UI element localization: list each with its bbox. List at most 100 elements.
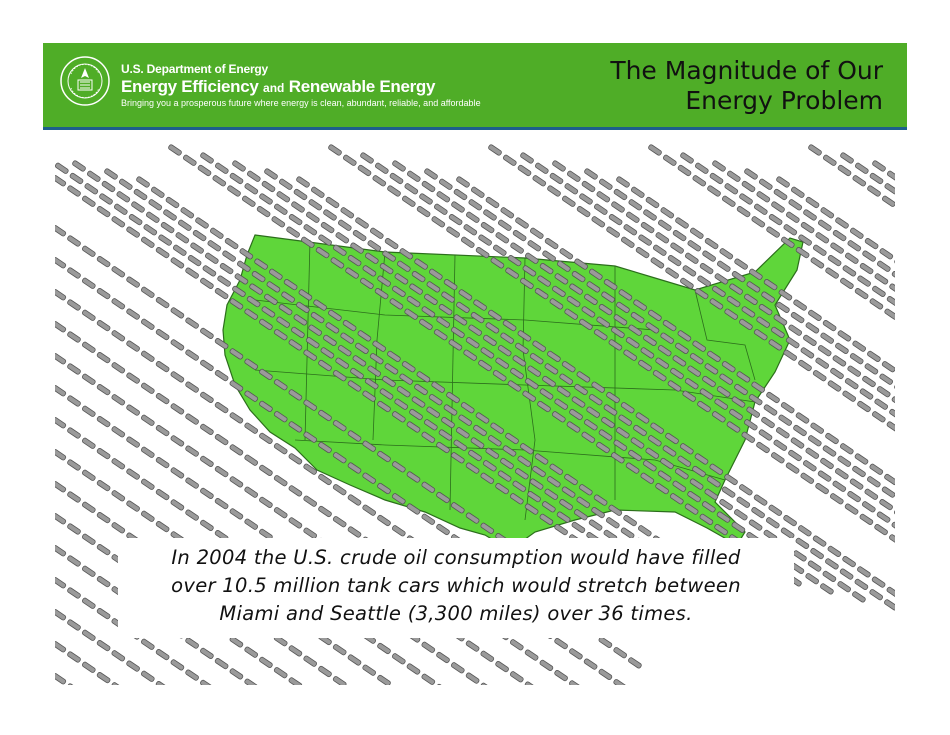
tank-car: [640, 472, 655, 484]
tank-car: [202, 265, 217, 277]
tank-car: [303, 527, 318, 539]
department-name: U.S. Department of Energy: [121, 62, 269, 76]
tank-car: [350, 242, 364, 254]
tank-car: [140, 382, 155, 394]
tank-car: [406, 663, 421, 675]
tank-car: [495, 232, 510, 244]
tank-car: [483, 334, 497, 347]
tank-car: [389, 298, 404, 310]
tank-car: [140, 350, 155, 362]
tank-car: [140, 236, 155, 248]
tank-car: [872, 160, 886, 172]
tank-car: [517, 330, 532, 342]
tank-car: [768, 504, 783, 516]
tank-car: [355, 342, 369, 355]
tank-car: [694, 453, 709, 465]
tank-car: [849, 227, 864, 239]
tank-car: [485, 196, 500, 209]
tank-car: [436, 191, 451, 203]
tank-car: [392, 160, 406, 172]
tank-car: [879, 498, 893, 511]
tank-car: [800, 472, 815, 484]
tank-car: [276, 316, 291, 328]
tank-car: [773, 439, 788, 451]
tank-car: [200, 423, 214, 436]
tank-car: [574, 383, 588, 396]
tank-car: [891, 396, 895, 408]
tank-car: [800, 221, 815, 234]
tank-car: [104, 168, 118, 180]
tank-car: [428, 268, 443, 280]
tank-car: [259, 464, 273, 477]
tank-car: [751, 381, 766, 393]
tank-car: [648, 309, 662, 322]
tank-car: [559, 248, 574, 260]
tank-car: [126, 436, 140, 448]
tank-car: [797, 525, 812, 537]
tank-car: [699, 388, 714, 400]
tank-car: [507, 380, 522, 392]
tank-car: [303, 431, 318, 443]
tank-car: [505, 267, 519, 279]
tank-car: [689, 353, 704, 365]
tank-car: [67, 299, 81, 311]
tank-car: [625, 337, 640, 349]
tank-car: [468, 199, 483, 211]
tank-car: [884, 183, 895, 195]
tank-car: [768, 213, 783, 226]
tank-car: [889, 283, 895, 295]
tank-car: [482, 460, 497, 472]
tank-car: [55, 545, 67, 557]
tank-car: [318, 473, 332, 486]
tank-car: [650, 257, 665, 269]
tank-car: [583, 419, 598, 431]
tank-car: [288, 453, 303, 465]
tank-car: [859, 388, 874, 400]
tank-car: [293, 188, 308, 201]
tank-car: [766, 391, 780, 404]
tank-car: [694, 162, 709, 174]
tank-car: [360, 152, 374, 164]
tank-car: [778, 414, 793, 426]
tank-car: [561, 195, 576, 207]
tank-car: [377, 275, 391, 287]
tank-car: [163, 209, 177, 221]
tank-car: [126, 660, 140, 672]
tank-car: [192, 229, 207, 242]
tank-car: [340, 207, 355, 219]
tank-car: [719, 498, 733, 511]
tank-car: [566, 295, 581, 308]
tank-car: [214, 657, 229, 670]
tank-car: [780, 236, 795, 248]
tank-car: [155, 296, 170, 309]
tank-car: [785, 462, 800, 474]
tank-car: [820, 332, 835, 344]
tank-car: [736, 371, 751, 383]
tank-car: [379, 262, 394, 275]
tank-car: [534, 453, 549, 465]
tank-car: [625, 211, 640, 223]
tank-car: [603, 278, 618, 291]
tank-car: [81, 661, 96, 673]
tank-car: [281, 291, 295, 303]
tank-car: [665, 267, 679, 279]
tank-car: [524, 378, 539, 390]
tank-car: [86, 170, 101, 182]
tank-car: [802, 460, 817, 472]
tank-car: [512, 229, 527, 242]
tank-car: [566, 170, 581, 182]
tank-car: [473, 299, 487, 311]
tank-car: [854, 453, 869, 465]
tank-car: [96, 639, 111, 652]
tank-car: [55, 609, 67, 621]
tank-car: [593, 329, 608, 341]
tank-car: [756, 191, 771, 203]
tank-car: [335, 232, 350, 244]
tank-car: [852, 591, 866, 603]
tank-car: [805, 196, 820, 209]
tank-car: [546, 476, 561, 488]
tank-car: [448, 213, 463, 226]
tank-car: [605, 517, 620, 529]
tank-car: [458, 289, 473, 301]
tank-car: [611, 326, 625, 339]
